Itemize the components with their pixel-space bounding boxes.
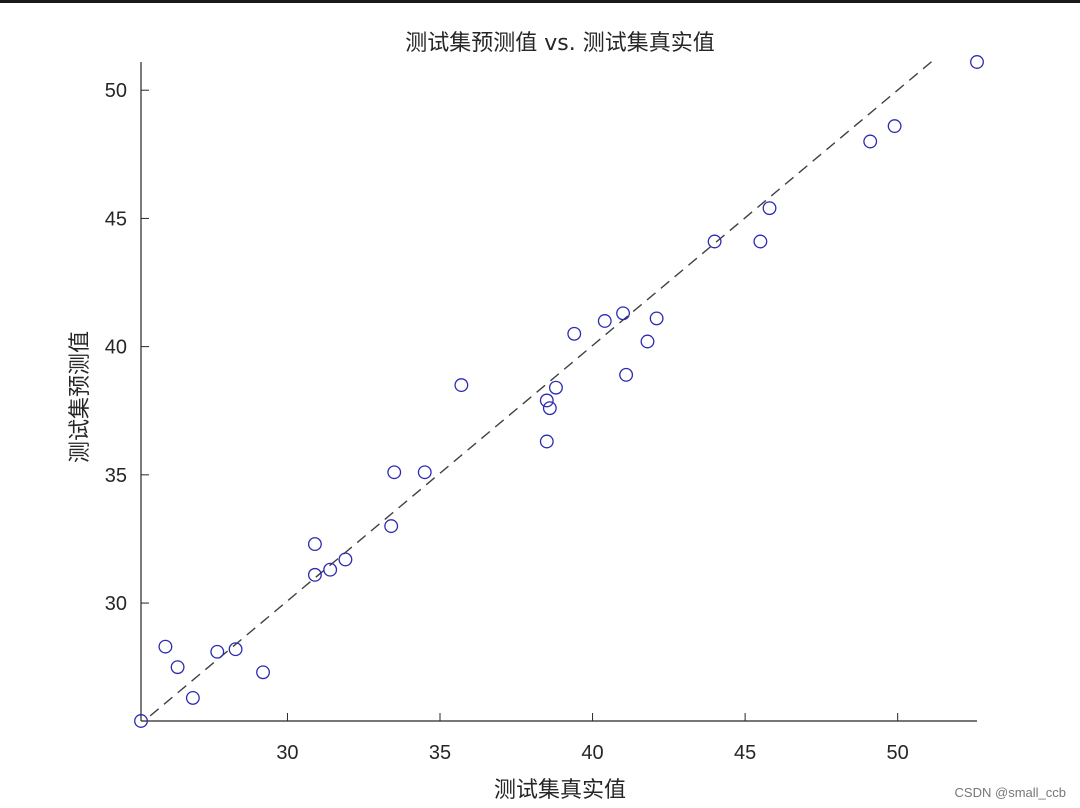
data-point bbox=[762, 201, 777, 216]
x-tick-label: 30 bbox=[276, 742, 298, 764]
data-point bbox=[597, 314, 612, 328]
data-point bbox=[185, 690, 200, 705]
data-point bbox=[970, 55, 984, 69]
data-point bbox=[539, 393, 554, 408]
data-point bbox=[210, 644, 225, 659]
data-point bbox=[539, 434, 554, 449]
y-tick-label: 50 bbox=[105, 80, 127, 102]
x-tick-label: 40 bbox=[581, 742, 603, 764]
data-point bbox=[640, 334, 655, 349]
data-point bbox=[417, 465, 432, 480]
y-axis-title: 测试集预测值 bbox=[68, 331, 93, 463]
top-border-line bbox=[0, 0, 1080, 3]
data-point bbox=[256, 665, 270, 680]
data-point bbox=[567, 326, 582, 341]
watermark: CSDN @small_ccb bbox=[954, 785, 1066, 800]
data-point bbox=[454, 378, 469, 393]
data-point bbox=[707, 234, 722, 249]
data-point bbox=[170, 660, 185, 675]
data-point bbox=[307, 567, 322, 582]
data-point bbox=[542, 401, 557, 416]
x-tick-label: 35 bbox=[429, 742, 451, 764]
y-tick-label: 30 bbox=[105, 593, 127, 615]
reference-line bbox=[149, 58, 935, 717]
data-point bbox=[616, 306, 631, 321]
data-point bbox=[307, 537, 322, 552]
data-points bbox=[134, 55, 984, 728]
y-tick-label: 40 bbox=[105, 337, 127, 359]
data-point bbox=[384, 519, 399, 534]
reference-line-layer bbox=[149, 58, 935, 717]
data-point bbox=[134, 714, 148, 728]
data-point bbox=[619, 367, 634, 382]
data-point bbox=[338, 552, 353, 567]
data-point bbox=[158, 639, 173, 654]
x-axis-title: 测试集真实值 bbox=[494, 778, 626, 803]
data-point bbox=[887, 119, 902, 134]
data-point bbox=[228, 642, 243, 657]
x-tick-label: 45 bbox=[734, 742, 756, 764]
y-tick-label: 35 bbox=[105, 465, 127, 487]
data-point bbox=[323, 562, 338, 577]
y-tick-label: 45 bbox=[105, 208, 127, 230]
data-point bbox=[387, 465, 402, 480]
data-point bbox=[753, 234, 768, 249]
data-point bbox=[649, 311, 664, 326]
axes: 30 35 40 45 50 30 35 40 45 50 bbox=[105, 62, 977, 764]
data-point bbox=[548, 380, 563, 395]
chart-title: 测试集预测值 vs. 测试集真实值 bbox=[405, 31, 714, 56]
x-tick-label: 50 bbox=[887, 742, 909, 764]
data-point bbox=[863, 134, 878, 149]
